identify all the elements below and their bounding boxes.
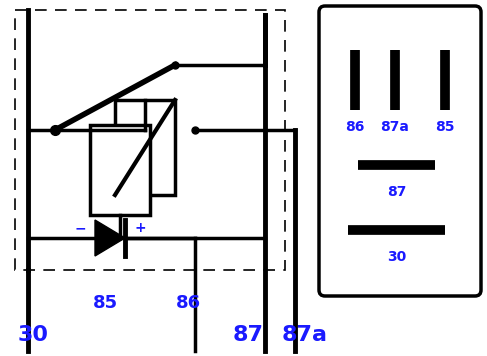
Text: 85: 85	[435, 120, 455, 134]
Bar	[15, 10, 285, 270]
Text: 86: 86	[345, 120, 365, 134]
Text: 87: 87	[232, 325, 263, 345]
Text: +: +	[134, 221, 146, 235]
Text: −: −	[74, 221, 86, 235]
Text: 86: 86	[175, 294, 201, 312]
Text: 30: 30	[18, 325, 49, 345]
Text: 87a: 87a	[380, 120, 410, 134]
Text: 87: 87	[387, 185, 406, 199]
Text: 30: 30	[387, 250, 406, 264]
FancyBboxPatch shape	[319, 6, 481, 296]
Text: 87a: 87a	[282, 325, 328, 345]
Bar	[115, 100, 175, 195]
Text: 85: 85	[93, 294, 117, 312]
Bar	[90, 125, 150, 215]
Polygon shape	[95, 220, 125, 256]
